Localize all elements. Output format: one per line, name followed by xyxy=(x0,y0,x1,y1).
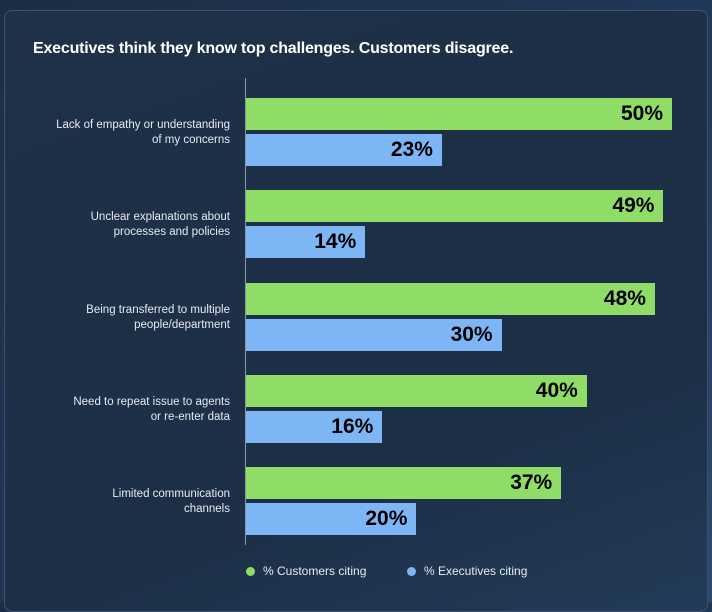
legend-label: % Customers citing xyxy=(263,564,367,578)
data-label: 16% xyxy=(331,414,374,438)
bar-executives: 20% xyxy=(246,503,417,536)
data-label: 37% xyxy=(510,471,553,495)
category-label: Being transferred to multiple people/depa… xyxy=(10,303,230,333)
data-label: 20% xyxy=(365,507,408,531)
data-label: 50% xyxy=(620,102,663,125)
bar-customers: 40% xyxy=(246,374,587,407)
category-label-line: processes and policies xyxy=(113,226,230,239)
category-label: Need to repeat issue to agents or re-ente… xyxy=(10,395,230,425)
legend-dot-executives xyxy=(407,566,416,576)
category-label-line: people/department xyxy=(134,318,230,331)
legend-dot-customers xyxy=(246,566,255,576)
bar-executives: 16% xyxy=(246,410,383,443)
data-label: 49% xyxy=(612,194,655,218)
category-label-line: Need to repeat issue to agents xyxy=(73,395,230,408)
y-axis-line xyxy=(245,78,246,545)
category-label: Limited communication channels xyxy=(10,487,230,517)
category-label-line: or re-enter data xyxy=(150,410,230,423)
data-label: 48% xyxy=(603,286,646,310)
category-label-line: Lack of empathy or understanding xyxy=(56,119,230,131)
category-label-line: Unclear explanations about xyxy=(90,211,230,224)
bar-executives: 30% xyxy=(246,318,502,351)
bar-executives: 14% xyxy=(246,226,366,259)
chart-title: Executives think they know top challenge… xyxy=(33,40,514,57)
category-label-line: of my concerns xyxy=(152,134,230,146)
data-label: 40% xyxy=(535,378,578,402)
category-label-line: Limited communication xyxy=(112,488,230,501)
bar-customers: 37% xyxy=(246,467,562,500)
legend-item-customers: % Customers citing xyxy=(246,564,366,578)
bar-customers: 49% xyxy=(246,190,664,223)
data-label: 14% xyxy=(314,230,357,254)
bar-executives: 23% xyxy=(246,134,442,166)
category-label: Unclear explanations about processes and … xyxy=(10,210,230,240)
category-label: Lack of empathy or understanding of my co… xyxy=(10,118,230,148)
bar-customers: 50% xyxy=(246,98,672,130)
category-label-line: channels xyxy=(183,503,230,516)
legend-label: % Executives citing xyxy=(424,564,528,578)
legend-item-executives: % Executives citing xyxy=(407,564,527,578)
data-label: 30% xyxy=(450,322,493,346)
category-label-line: Being transferred to multiple xyxy=(86,303,230,316)
bar-customers: 48% xyxy=(246,282,655,315)
data-label: 23% xyxy=(390,138,433,161)
